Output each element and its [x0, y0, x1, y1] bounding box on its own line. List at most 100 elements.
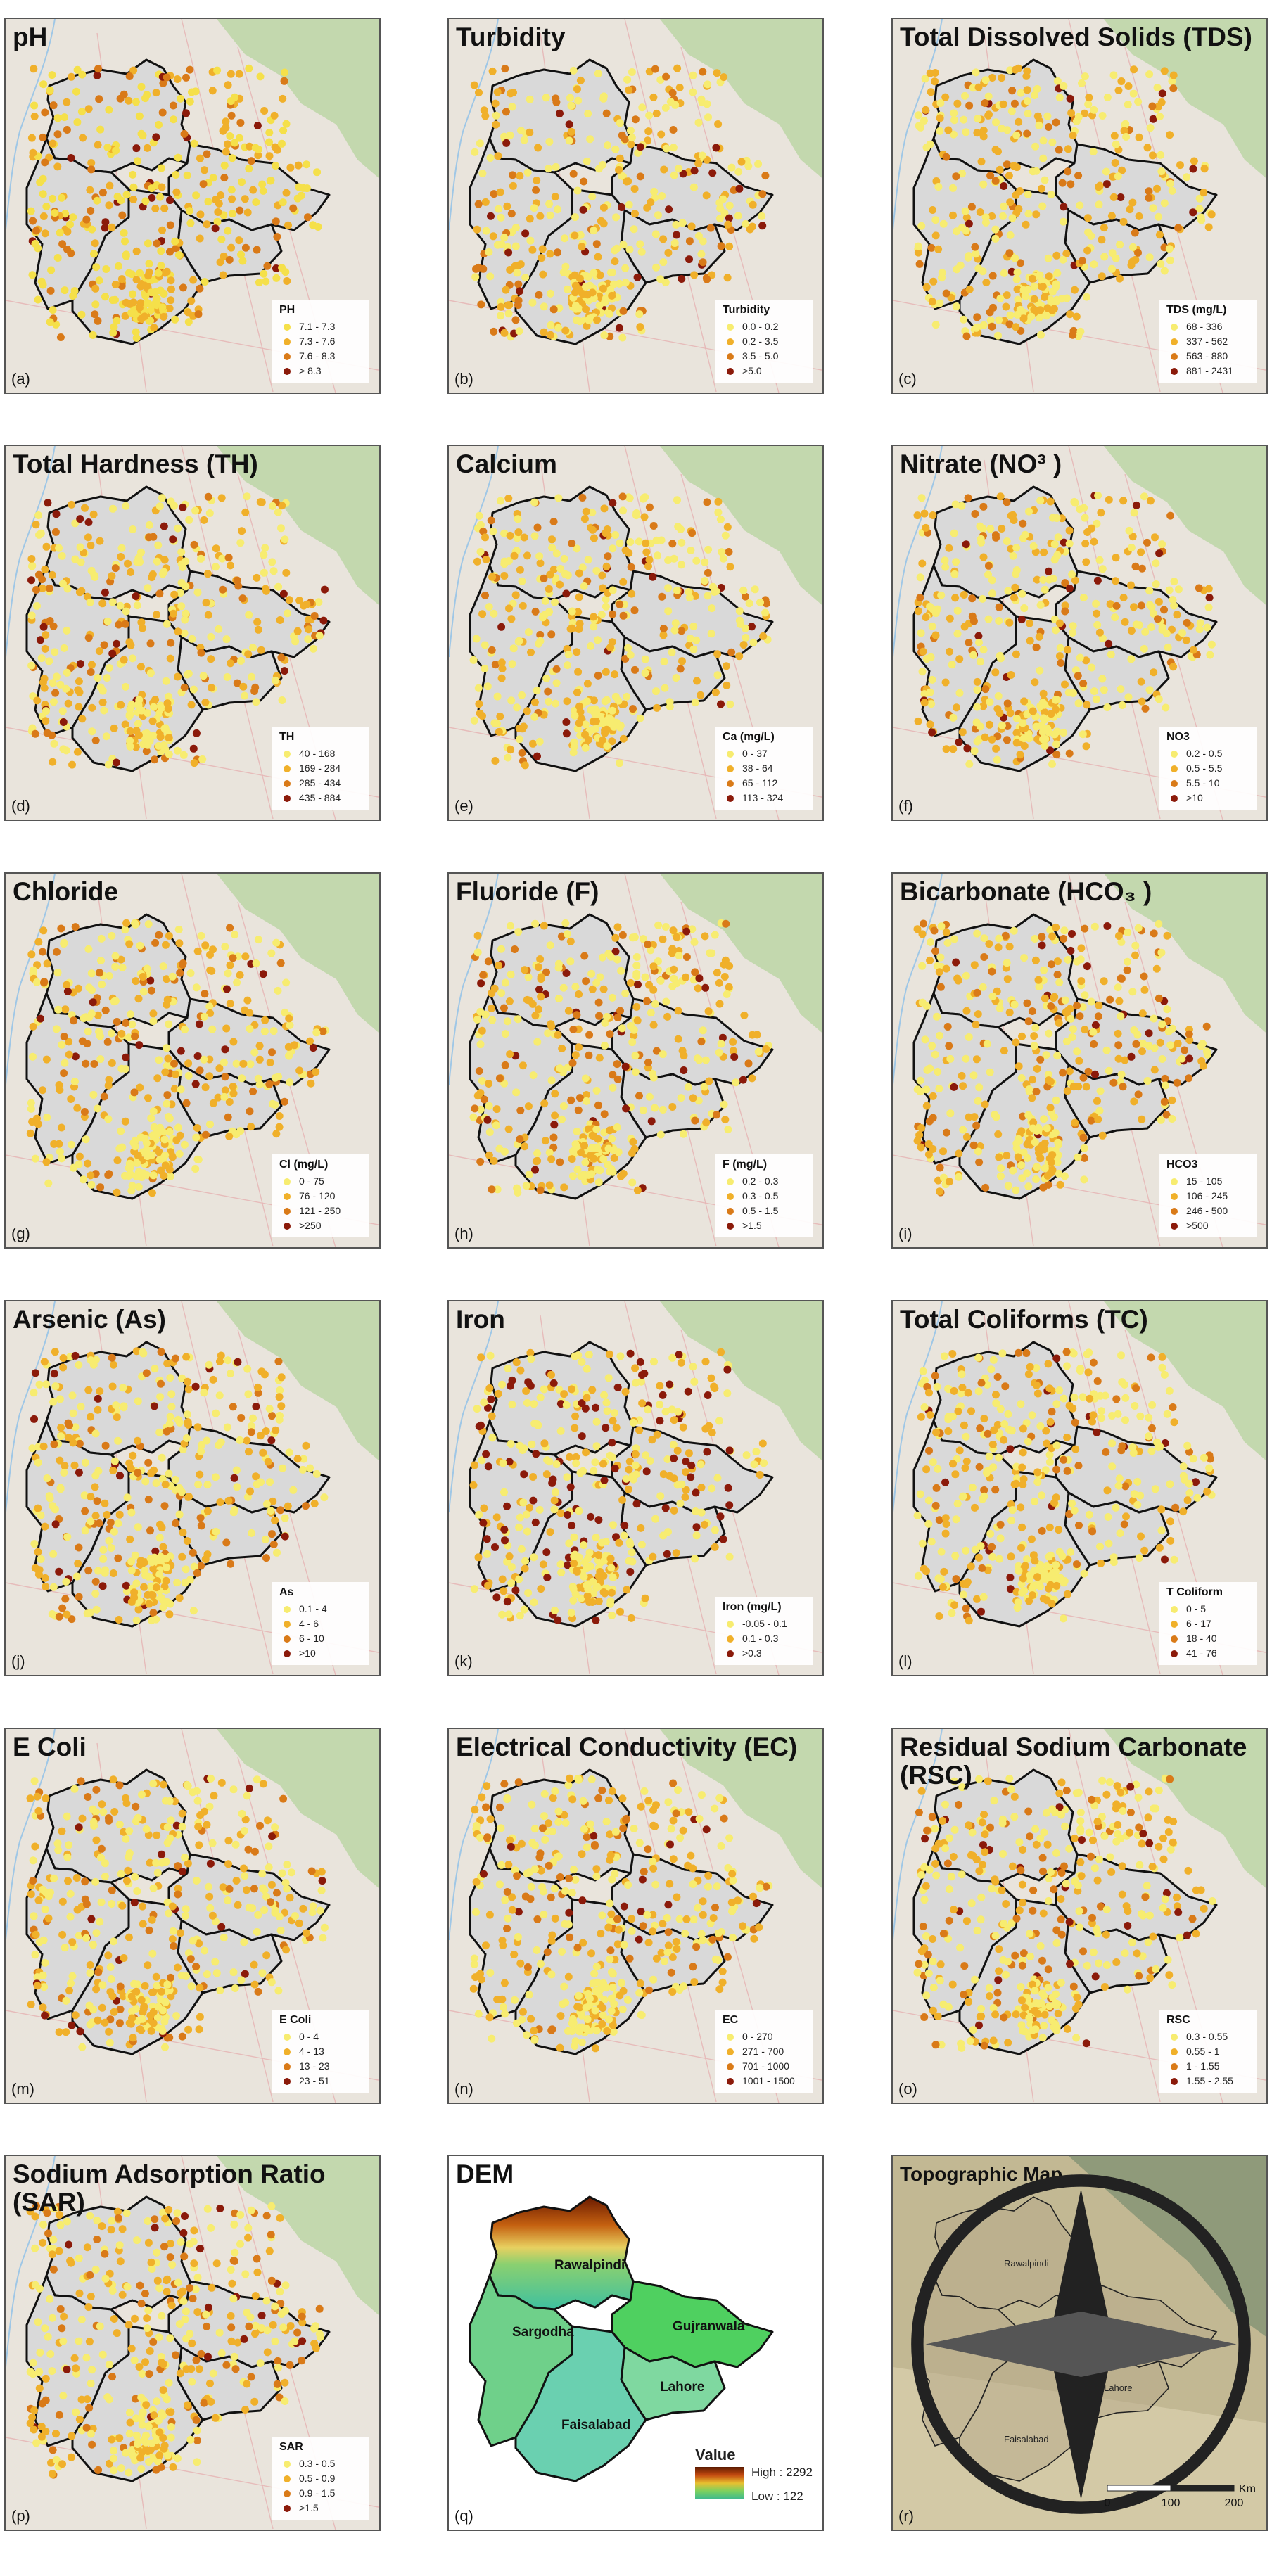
sample-point — [610, 722, 618, 731]
sample-point — [117, 1127, 125, 1135]
sample-point — [993, 705, 1002, 713]
sample-point — [598, 953, 606, 962]
sample-point — [1130, 509, 1138, 517]
sample-point — [1049, 575, 1057, 583]
sample-point — [228, 154, 236, 162]
sample-point — [473, 557, 481, 566]
sample-point — [742, 634, 750, 642]
sample-point — [523, 168, 532, 177]
sample-point — [27, 1104, 35, 1113]
sample-point — [540, 328, 548, 336]
sample-point — [723, 523, 732, 531]
sample-point — [255, 1042, 264, 1050]
sample-point — [87, 541, 95, 549]
sample-point — [515, 1523, 523, 1531]
sample-point — [81, 1507, 89, 1515]
sample-point — [913, 1085, 922, 1094]
sample-point — [1135, 133, 1143, 141]
sample-point — [303, 184, 311, 193]
sample-point — [1100, 224, 1108, 232]
sample-point — [125, 300, 134, 308]
sample-point — [184, 1385, 193, 1394]
sample-point — [193, 1155, 202, 1163]
sample-point — [243, 1436, 251, 1445]
sample-point — [1091, 1021, 1100, 1029]
sample-point — [703, 1448, 711, 1456]
sample-point — [42, 717, 50, 725]
sample-point — [1039, 689, 1048, 698]
sample-point — [552, 1460, 561, 1468]
sample-point — [739, 641, 748, 649]
sample-point — [1055, 1019, 1063, 1027]
sample-point — [105, 106, 113, 114]
sample-point — [155, 1428, 164, 1436]
sample-point — [100, 1092, 108, 1101]
sample-point — [74, 686, 82, 694]
sample-point — [92, 1605, 101, 1614]
sample-point — [471, 1104, 479, 1113]
sample-point — [722, 662, 730, 670]
sample-point — [917, 629, 925, 637]
sample-point — [1092, 599, 1100, 608]
legend-label: 65 - 112 — [742, 777, 778, 789]
sample-point — [712, 587, 720, 596]
sample-point — [1168, 1096, 1176, 1104]
sample-point — [122, 1019, 130, 1027]
sample-point — [111, 962, 120, 971]
sample-point — [1127, 627, 1136, 635]
sample-point — [719, 554, 727, 563]
sample-point — [201, 166, 208, 174]
sample-point — [1129, 89, 1138, 98]
sample-point — [917, 494, 926, 502]
sample-point — [546, 250, 554, 258]
sample-point — [282, 568, 291, 577]
sample-point — [1029, 1124, 1037, 1133]
sample-point — [1044, 1180, 1052, 1189]
sample-point — [1185, 1030, 1193, 1038]
sample-point — [571, 213, 579, 222]
sample-point — [645, 556, 654, 564]
sample-point — [713, 69, 721, 77]
sample-point — [139, 1348, 147, 1356]
sample-point — [523, 551, 531, 560]
sample-point — [1166, 256, 1174, 264]
sample-point — [101, 224, 109, 232]
sample-point — [735, 652, 744, 661]
sample-point — [113, 639, 121, 648]
sample-point — [581, 1159, 590, 1167]
sample-point — [128, 1182, 136, 1190]
sample-point — [991, 668, 1000, 677]
sample-point — [512, 1088, 521, 1097]
sample-point — [915, 260, 924, 268]
sample-point — [1109, 71, 1118, 79]
legend-swatch — [727, 1178, 734, 1185]
sample-point — [170, 590, 179, 599]
sample-point — [513, 703, 521, 712]
sample-point — [1137, 601, 1145, 610]
sample-point — [191, 1165, 200, 1173]
sample-point — [279, 126, 288, 134]
sample-point — [1152, 559, 1160, 568]
forest-terrain — [217, 19, 379, 179]
sample-point — [166, 196, 174, 205]
sample-point — [177, 602, 186, 611]
sample-point — [478, 1456, 486, 1465]
sample-point — [146, 639, 155, 648]
sample-point — [712, 144, 720, 152]
sample-point — [244, 650, 253, 658]
sample-point — [293, 194, 302, 203]
sample-point — [540, 302, 548, 311]
sample-point — [749, 200, 757, 209]
sample-point — [533, 1038, 542, 1046]
sample-point — [988, 74, 996, 82]
sample-point — [106, 181, 114, 190]
sample-point — [95, 276, 103, 285]
legend-item: 881 - 2431 — [1166, 364, 1249, 378]
sample-point — [129, 525, 137, 533]
sample-point — [238, 1074, 246, 1083]
sample-point — [984, 561, 993, 570]
sample-point — [1008, 214, 1017, 222]
sample-point — [199, 180, 208, 189]
sample-point — [973, 929, 981, 938]
